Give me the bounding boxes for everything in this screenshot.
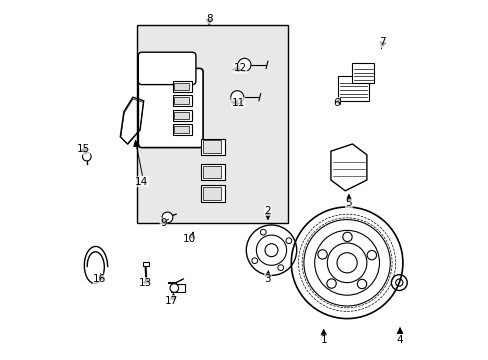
Bar [172, 81, 192, 92]
FancyBboxPatch shape [138, 52, 196, 85]
Text: 8: 8 [205, 14, 212, 24]
Text: 1: 1 [320, 335, 326, 345]
Circle shape [336, 253, 356, 273]
Text: 15: 15 [77, 144, 90, 154]
Circle shape [357, 279, 366, 289]
Text: 17: 17 [165, 296, 178, 306]
Bar [172, 110, 192, 121]
Circle shape [170, 284, 178, 292]
Circle shape [277, 265, 283, 271]
Text: 7: 7 [378, 37, 385, 48]
Bar [136, 25, 287, 223]
Text: 14: 14 [135, 177, 148, 187]
Bar [201, 139, 224, 155]
Text: 2: 2 [264, 206, 271, 216]
Text: 12: 12 [233, 63, 246, 73]
FancyBboxPatch shape [138, 68, 203, 148]
Circle shape [238, 58, 250, 71]
Circle shape [317, 250, 326, 259]
Text: 4: 4 [396, 335, 403, 345]
Bar [203, 166, 220, 178]
Circle shape [82, 152, 91, 161]
Bar [201, 185, 224, 202]
Text: 11: 11 [231, 98, 244, 108]
Text: 10: 10 [183, 234, 196, 244]
Circle shape [230, 91, 244, 104]
Circle shape [326, 279, 336, 288]
Circle shape [260, 229, 265, 235]
Bar [337, 76, 368, 101]
Bar [172, 95, 192, 106]
Text: 9: 9 [160, 218, 166, 228]
Bar [174, 83, 188, 90]
Circle shape [162, 212, 172, 223]
Bar [170, 284, 185, 292]
Bar [201, 164, 224, 180]
Bar [142, 262, 149, 266]
Bar [174, 112, 188, 119]
Bar [352, 63, 373, 83]
Circle shape [366, 251, 376, 260]
Circle shape [251, 258, 257, 264]
Circle shape [342, 232, 351, 242]
Text: 13: 13 [139, 278, 152, 288]
Circle shape [285, 238, 291, 244]
Circle shape [264, 244, 277, 257]
Text: 5: 5 [345, 198, 351, 208]
Bar [174, 126, 188, 133]
Text: 3: 3 [264, 274, 271, 284]
Bar [172, 124, 192, 135]
Bar [174, 97, 188, 104]
Bar [203, 140, 220, 153]
Text: 16: 16 [93, 274, 106, 284]
Bar [203, 187, 220, 200]
Text: 6: 6 [332, 98, 339, 108]
